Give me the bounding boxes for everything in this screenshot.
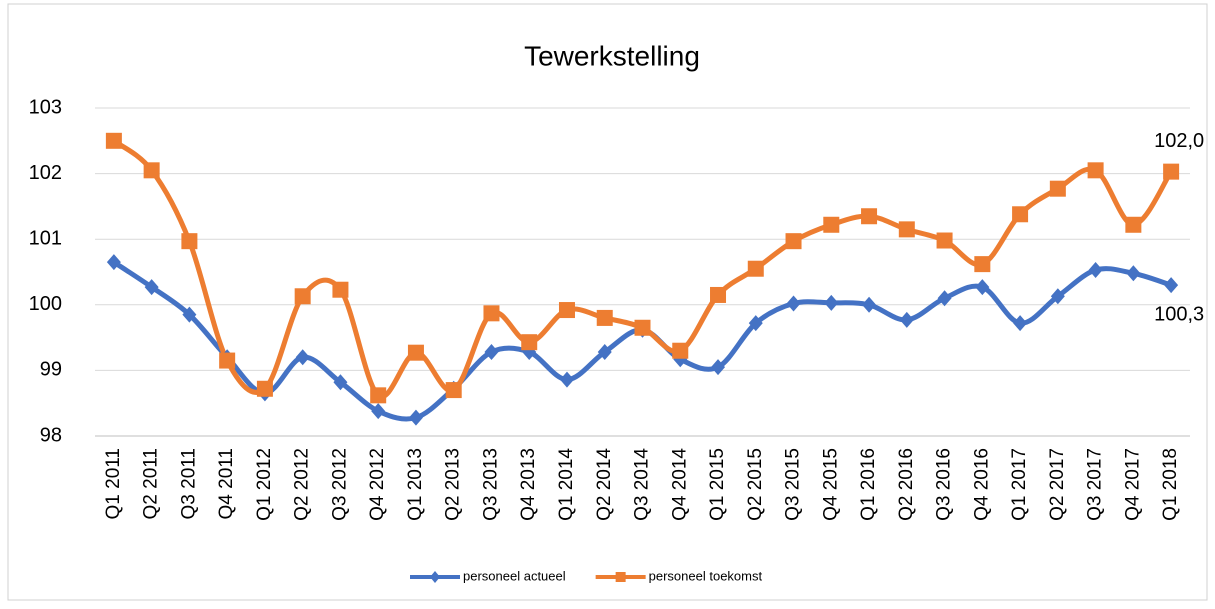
data-point <box>672 342 689 359</box>
x-tick-label: Q2 2012 <box>292 448 313 521</box>
data-point <box>1164 277 1179 294</box>
x-tick-label: Q2 2013 <box>443 448 464 521</box>
data-point <box>484 344 499 361</box>
x-tick-label: Q1 2015 <box>707 448 728 521</box>
x-tick-label: Q4 2013 <box>518 448 539 521</box>
x-tick-label: Q4 2015 <box>820 448 841 521</box>
data-point <box>1088 262 1103 279</box>
x-tick-label: Q1 2014 <box>556 448 577 521</box>
x-tick-label: Q1 2018 <box>1160 448 1181 521</box>
data-point <box>181 233 198 250</box>
data-point <box>407 344 424 361</box>
data-point <box>294 288 311 305</box>
data-point <box>1012 206 1029 223</box>
data-point <box>634 319 651 336</box>
x-tick-label: Q1 2016 <box>858 448 879 521</box>
x-tick-label: Q1 2012 <box>254 448 275 521</box>
y-tick-label: 100 <box>29 293 62 315</box>
y-tick-label: 99 <box>40 359 62 381</box>
y-tick-label: 102 <box>29 162 62 184</box>
x-tick-label: Q4 2017 <box>1122 448 1143 521</box>
data-point <box>521 334 538 351</box>
data-point <box>710 286 727 303</box>
data-label: 100,3 <box>1154 303 1204 325</box>
y-tick-label: 101 <box>29 227 62 249</box>
data-point <box>1125 216 1142 233</box>
data-point <box>936 232 953 249</box>
data-point <box>786 295 801 312</box>
data-point <box>445 382 462 399</box>
x-tick-label: Q4 2014 <box>669 448 690 521</box>
data-point <box>182 306 197 323</box>
data-point <box>219 352 236 369</box>
data-point <box>106 254 121 271</box>
x-tick-label: Q2 2014 <box>594 448 615 521</box>
data-label: 102,0 <box>1154 130 1204 152</box>
data-point <box>483 305 500 322</box>
x-tick-label: Q3 2017 <box>1085 448 1106 521</box>
legend-label: personeel actueel <box>463 568 566 583</box>
x-tick-label: Q2 2011 <box>141 448 162 519</box>
data-point <box>1013 315 1028 332</box>
x-tick-label: Q3 2015 <box>783 448 804 521</box>
data-point <box>1049 180 1066 197</box>
data-point <box>824 294 839 311</box>
legend-label: personeel toekomst <box>649 568 763 583</box>
legend-marker <box>430 571 440 583</box>
data-point <box>105 132 122 149</box>
x-tick-label: Q2 2015 <box>745 448 766 521</box>
data-point <box>1163 163 1180 180</box>
x-tick-label: Q4 2016 <box>971 448 992 521</box>
y-tick-label: 98 <box>40 424 62 446</box>
legend-marker <box>615 572 626 582</box>
x-tick-label: Q4 2011 <box>216 448 237 519</box>
x-tick-label: Q3 2014 <box>632 448 653 521</box>
data-point <box>1050 288 1065 305</box>
data-point <box>862 296 877 313</box>
data-point <box>256 380 273 397</box>
data-point <box>332 281 349 298</box>
data-point <box>144 279 159 296</box>
x-tick-label: Q1 2013 <box>405 448 426 521</box>
data-point <box>898 221 915 238</box>
x-tick-label: Q3 2013 <box>480 448 501 521</box>
data-point <box>747 260 764 277</box>
data-point <box>596 309 613 326</box>
data-point <box>785 233 802 250</box>
x-tick-label: Q4 2012 <box>367 448 388 521</box>
data-point <box>974 256 991 273</box>
y-tick-label: 103 <box>29 96 62 118</box>
data-point <box>899 311 914 328</box>
data-point <box>823 216 840 233</box>
x-tick-label: Q1 2011 <box>103 448 124 519</box>
data-point <box>408 409 423 426</box>
data-point <box>370 387 387 404</box>
x-tick-label: Q3 2011 <box>178 448 199 519</box>
data-point <box>711 359 726 376</box>
data-point <box>1126 265 1141 282</box>
data-point <box>975 279 990 296</box>
data-point <box>748 315 763 332</box>
data-point <box>559 371 574 388</box>
data-point <box>558 302 575 319</box>
data-point <box>937 290 952 307</box>
data-point <box>861 208 878 225</box>
data-point <box>295 349 310 366</box>
x-tick-label: Q1 2017 <box>1009 448 1030 521</box>
data-point <box>371 403 386 420</box>
x-tick-label: Q3 2012 <box>329 448 350 521</box>
x-tick-label: Q2 2016 <box>896 448 917 521</box>
data-point <box>143 162 160 179</box>
chart-title: Tewerkstelling <box>524 40 700 71</box>
data-point <box>1087 162 1104 179</box>
x-tick-label: Q2 2017 <box>1047 448 1068 521</box>
x-tick-label: Q3 2016 <box>934 448 955 521</box>
data-point <box>333 374 348 391</box>
data-point <box>597 344 612 361</box>
